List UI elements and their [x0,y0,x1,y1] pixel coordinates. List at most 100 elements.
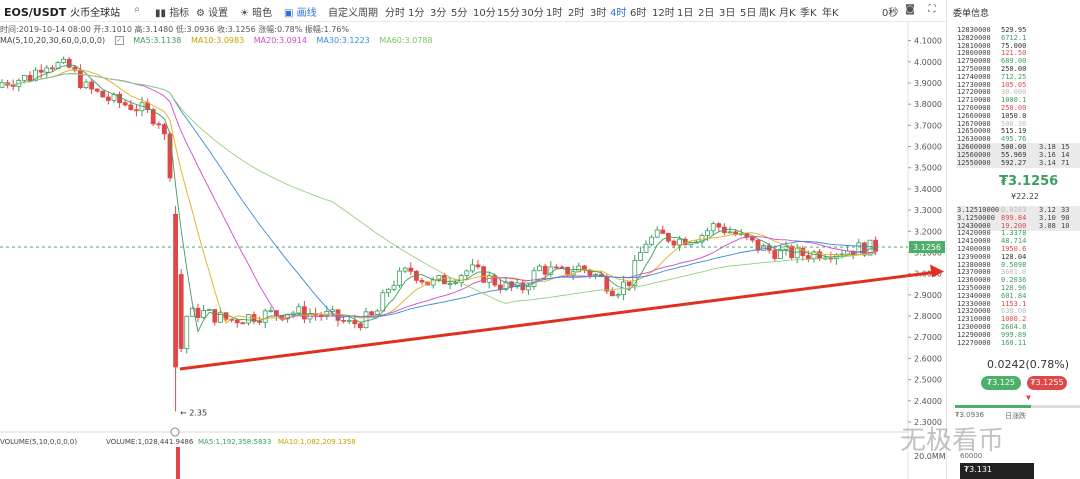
order-row[interactable]: 12370000 3601.0 [957,268,1080,277]
period-tab[interactable]: 5分 [451,8,468,19]
order-row[interactable]: 12720000 30.000 [957,88,1080,97]
candle-body [710,223,716,232]
order-price: 12380000 [957,260,991,269]
order-row[interactable]: 12550000 592.27 3.14 71 [957,158,1080,168]
candle-body [133,109,139,112]
period-tab[interactable]: 3分 [430,8,447,19]
camera-icon[interactable]: ◙ [905,4,915,15]
order-row[interactable]: 12730000 105.05 [957,81,1080,90]
last-price: ₮3.1256 [999,174,1059,189]
candle-body [385,288,391,294]
settings-button[interactable]: ⚙ 设置 [196,8,229,19]
axis-tick-label: 2.9000 [914,291,942,300]
order-row[interactable]: 12310000 1000.2 [957,315,1080,324]
order-price: 12420000 [957,229,991,238]
candle-body [643,243,649,253]
fullscreen-icon[interactable]: ⛶ [928,4,936,15]
order-price: 12430000 [957,221,991,230]
order-row[interactable]: 12650000 515.19 [957,127,1080,136]
order-row[interactable]: 12350000 128.96 [957,284,1080,293]
period-tab[interactable]: 2日 [698,8,715,19]
order-row[interactable]: 12430000 19.200 3.08 10 [957,221,1080,231]
order-row[interactable]: 12820000 6712.1 [957,34,1080,43]
order-row[interactable]: 12340000 601.84 [957,292,1080,301]
order-price: 12700000 [957,104,991,112]
period-tab[interactable]: 5日 [740,8,757,19]
drawline-button[interactable]: ▣ 画线 [284,8,317,19]
order-amount: 128.96 [1001,284,1027,292]
period-tab[interactable]: 1日 [677,8,694,19]
order-row[interactable]: 12810000 75.000 [957,42,1080,51]
order-row[interactable]: 12330000 1153.1 [957,300,1080,309]
period-tab[interactable]: 1分 [408,8,425,19]
order-row[interactable]: 12290000 999.89 [957,331,1080,340]
candle-body [217,312,223,323]
order-row[interactable]: 12390000 128.04 [957,253,1080,262]
candle-body [727,231,733,234]
order-row[interactable]: 12380000 0.5098 [957,261,1080,270]
period-tab[interactable]: 分时 [385,8,405,19]
order-price-extra: 3.16 [1039,150,1056,159]
ma-toggle[interactable]: ✓ [114,36,124,45]
order-row[interactable]: 12630000 495.76 [957,135,1080,144]
period-tab[interactable]: 月K [779,8,796,19]
order-row[interactable]: 12790000 689.00 [957,57,1080,66]
candle-body [117,93,122,104]
candle-body [593,274,598,276]
ma-line [1,68,876,324]
order-row[interactable]: 12710000 1000.1 [957,96,1080,105]
order-row[interactable]: 12410000 48.714 [957,237,1080,246]
period-tab[interactable]: 12时 [652,8,675,19]
candlestick-chart[interactable]: 4.1000 4.0000 3.9000 3.8000 3.7000 3.6000 3.50… [0,22,946,479]
order-row[interactable]: 12320000 638.00 [957,307,1080,316]
candle-body [503,281,509,290]
depth-axis-label: 60000 [960,452,983,460]
period-tab[interactable]: 3日 [719,8,736,19]
period-tab[interactable]: 10分 [473,8,496,19]
period-tab[interactable]: 15分 [497,8,520,19]
sell-button[interactable]: ₮3.1255 [1027,376,1067,390]
order-row[interactable]: 12400000 1950.6 [957,245,1080,254]
period-tab[interactable]: 季K [800,8,817,19]
order-row[interactable]: 12270000 160.11 [957,339,1080,348]
candle-body [0,82,5,88]
order-row[interactable]: 12300000 2604.8 [957,323,1080,332]
axis-tick-label: 2.5000 [914,376,942,385]
buy-button[interactable]: ₮3.125 [981,376,1021,390]
order-row[interactable]: 12700000 250.00 [957,104,1080,113]
period-tab[interactable]: 4时 [610,8,627,19]
order-row[interactable]: 12750000 250.00 [957,65,1080,74]
order-row[interactable]: 12420000 1.3378 [957,229,1080,238]
order-price: 12830000 [957,26,991,34]
order-row[interactable]: 12660000 1050.0 [957,112,1080,121]
day-range-fill [955,405,1031,408]
order-amount: 999.89 [1001,330,1027,339]
countdown-label: 0秒 [882,8,899,19]
order-row[interactable]: 12740000 712.25 [957,73,1080,82]
order-amount: 0.5098 [1001,260,1027,269]
order-row[interactable]: 12830000 529.95 [957,26,1080,35]
order-row[interactable]: 3.12510000 0.0163 3.12 33 [957,206,1080,215]
search-icon[interactable]: ⌕ [134,4,140,15]
order-row[interactable]: 12360000 0.2036 [957,276,1080,285]
period-tab[interactable]: 1时 [546,8,563,19]
order-row[interactable]: 12600000 500.00 3.18 15 [957,143,1080,152]
order-row[interactable]: 12800000 121.50 [957,49,1080,58]
order-row[interactable]: 3.1250000 899.84 3.10 90 [957,213,1080,223]
theme-button[interactable]: ☀ 暗色 [240,8,273,19]
period-tab[interactable]: 2时 [568,8,585,19]
indicator-button[interactable]: ▮▮ 指标 [155,8,190,19]
custom-period-button[interactable]: 自定义周期 [328,8,378,19]
candle-body [27,75,33,81]
symbol-selector[interactable]: EOS/USDT 火币全球站 [4,6,121,19]
candle-body [402,267,408,272]
period-tab[interactable]: 年K [822,8,839,19]
candle-body [632,260,638,286]
order-row[interactable]: 12560000 55.969 3.16 14 [957,150,1080,160]
period-tab[interactable]: 周K [759,8,776,19]
period-tab[interactable]: 30分 [521,8,544,19]
period-tab[interactable]: 3时 [590,8,607,19]
order-amount: 500.00 [1001,143,1027,151]
order-row[interactable]: 12670000 500.36 [957,120,1080,129]
period-tab[interactable]: 6时 [630,8,647,19]
